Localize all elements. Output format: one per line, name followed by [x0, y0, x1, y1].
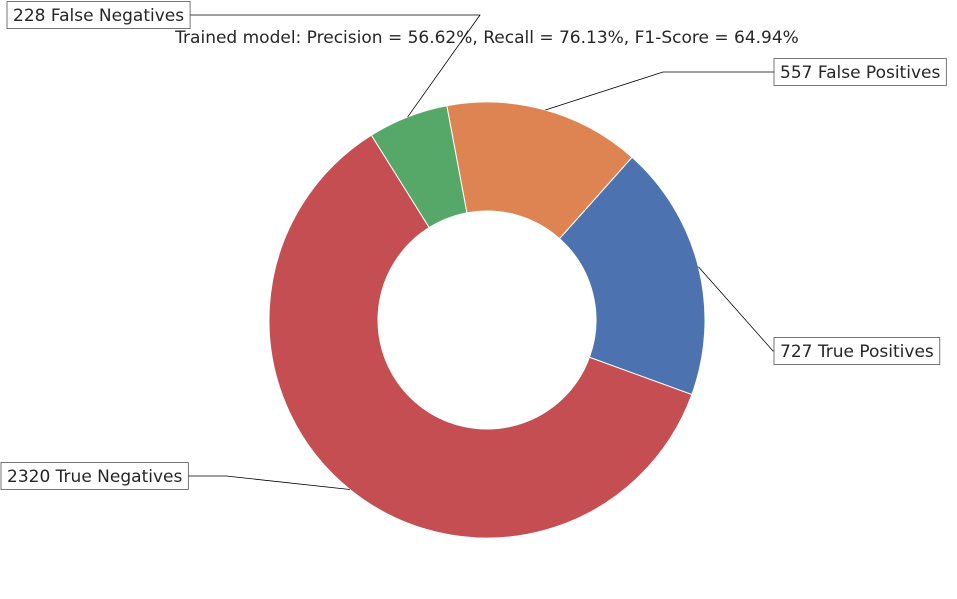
slice-label-228-false-negatives: 228 False Negatives — [13, 6, 184, 26]
leader-line — [545, 71, 774, 111]
slice-557-false-positives — [446, 101, 633, 240]
chart-slices — [268, 101, 706, 539]
chart-slice-labels: 727 True Positives 557 False Positives 228… — [0, 1, 947, 490]
slice-label-727-true-positives: 727 True Positives — [780, 342, 934, 362]
leader-line — [698, 266, 774, 352]
slice-label-box — [6, 1, 191, 29]
slice-label-box — [773, 337, 941, 365]
slice-label-box — [773, 58, 947, 86]
leader-line — [188, 475, 350, 490]
slice-727-true-positives — [558, 156, 706, 396]
slice-label-2320-true-negatives: 2320 True Negatives — [7, 467, 182, 487]
leader-line — [190, 14, 481, 118]
slice-label-557-false-positives: 557 False Positives — [780, 63, 940, 83]
slice-label-box — [0, 462, 189, 490]
chart-title: Trained model: Precision = 56.62%, Recal… — [174, 28, 799, 48]
slice-2320-true-negatives — [268, 134, 693, 539]
chart-leader-lines — [188, 14, 774, 490]
